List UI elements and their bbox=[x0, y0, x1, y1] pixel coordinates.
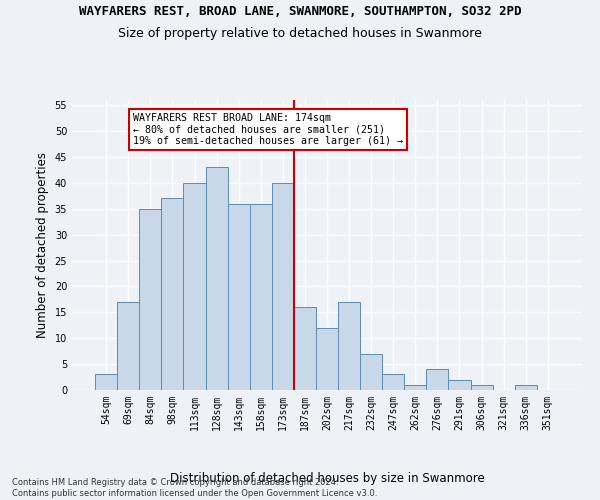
Bar bbox=[316, 328, 338, 390]
Text: WAYFARERS REST BROAD LANE: 174sqm
← 80% of detached houses are smaller (251)
19%: WAYFARERS REST BROAD LANE: 174sqm ← 80% … bbox=[133, 113, 403, 146]
Bar bbox=[250, 204, 272, 390]
Bar bbox=[404, 385, 427, 390]
Bar bbox=[382, 374, 404, 390]
Text: WAYFARERS REST, BROAD LANE, SWANMORE, SOUTHAMPTON, SO32 2PD: WAYFARERS REST, BROAD LANE, SWANMORE, SO… bbox=[79, 5, 521, 18]
Bar bbox=[139, 209, 161, 390]
Bar bbox=[338, 302, 360, 390]
Bar bbox=[427, 370, 448, 390]
Y-axis label: Number of detached properties: Number of detached properties bbox=[36, 152, 49, 338]
Bar bbox=[206, 168, 227, 390]
Bar bbox=[448, 380, 470, 390]
Bar bbox=[470, 385, 493, 390]
Text: Size of property relative to detached houses in Swanmore: Size of property relative to detached ho… bbox=[118, 28, 482, 40]
Bar bbox=[272, 183, 294, 390]
Bar bbox=[294, 307, 316, 390]
Bar bbox=[117, 302, 139, 390]
Text: Distribution of detached houses by size in Swanmore: Distribution of detached houses by size … bbox=[170, 472, 484, 485]
Text: Contains HM Land Registry data © Crown copyright and database right 2024.
Contai: Contains HM Land Registry data © Crown c… bbox=[12, 478, 377, 498]
Bar bbox=[95, 374, 117, 390]
Bar bbox=[184, 183, 206, 390]
Bar bbox=[515, 385, 537, 390]
Bar bbox=[227, 204, 250, 390]
Bar bbox=[161, 198, 184, 390]
Bar bbox=[360, 354, 382, 390]
